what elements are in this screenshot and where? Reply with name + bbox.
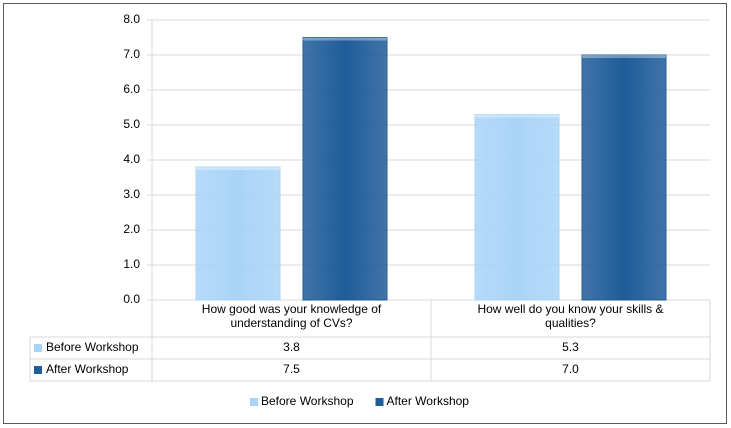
y-tick-label: 4.0: [123, 152, 140, 166]
table-row-header: After Workshop: [46, 362, 129, 376]
bar: [195, 166, 281, 301]
x-tick-label: How well do you know your skills & quali…: [477, 302, 664, 330]
y-tick-label: 0.0: [123, 292, 140, 306]
bar-top: [582, 55, 666, 58]
table-value: 7.0: [562, 362, 579, 376]
x-label-box: How good was your knowledge of understan…: [201, 302, 382, 330]
y-tick-label: 7.0: [123, 47, 140, 61]
bar-top: [475, 114, 559, 118]
legend-key: [375, 398, 384, 406]
table-value: 3.8: [283, 340, 300, 354]
y-tick-label: 1.0: [123, 257, 140, 271]
y-tick-label: 8.0: [123, 12, 140, 26]
x-tick-label: How good was your knowledge of understan…: [201, 302, 382, 330]
y-tick-label: 2.0: [123, 222, 140, 236]
x-label-box: How well do you know your skills & quali…: [477, 302, 664, 330]
y-tick-label: 3.0: [123, 187, 140, 201]
legend-key: [250, 398, 258, 406]
table-row-header: Before Workshop: [46, 340, 139, 354]
bar-top: [196, 167, 280, 170]
table-value: 7.5: [283, 362, 300, 376]
legend-label: Before Workshop: [261, 394, 354, 408]
bar: [302, 37, 388, 301]
table-legend-key: [34, 366, 42, 374]
y-tick-label: 6.0: [123, 82, 140, 96]
y-tick-label: 5.0: [123, 117, 140, 131]
bar-top: [303, 37, 387, 41]
legend-label: After Workshop: [387, 394, 470, 408]
bar: [581, 54, 667, 301]
table-legend-key: [34, 344, 42, 352]
table-value: 5.3: [562, 340, 579, 354]
bar: [474, 114, 560, 301]
